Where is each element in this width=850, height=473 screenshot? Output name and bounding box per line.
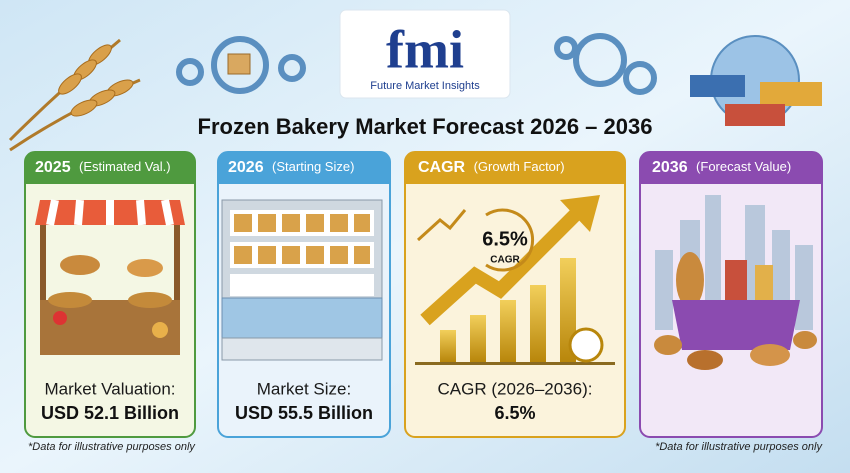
freezer-illustration — [221, 199, 383, 361]
card-label: CAGR (2026–2036): — [438, 379, 593, 398]
footnote: *Data for illustrative purposes only — [655, 441, 823, 453]
card-value: 6.5% — [494, 403, 535, 423]
card-value: USD 55.5 Billion — [235, 403, 373, 423]
logo-name: fmi — [386, 19, 464, 79]
card: 2036 (Forecast Value) — [639, 151, 823, 438]
card-heading: CAGR (Growth Factor) — [418, 159, 565, 176]
card-heading: 2036 (Forecast Value) — [652, 159, 791, 176]
logo-tagline: Future Market Insights — [370, 80, 480, 92]
card-label: Market Valuation: — [44, 379, 175, 398]
title: Frozen Bakery Market Forecast 2026 – 203… — [198, 114, 653, 139]
card-heading: 2026 (Starting Size) — [228, 159, 354, 176]
city-basket-illustration — [654, 195, 817, 370]
card-heading: 2025 (Estimated Val.) — [35, 159, 171, 176]
logo: fmi Future Market Insights — [339, 9, 511, 99]
gear-icons — [176, 33, 657, 95]
wheat-illustration — [8, 38, 141, 152]
growth-chart-illustration — [415, 195, 615, 365]
card: 2026 (Starting Size) Market Size: USD 55… — [217, 151, 391, 438]
card-label: Market Size: — [257, 379, 351, 398]
card: CAGR (Growth Factor) 6.5% CAGR CAGR (202… — [404, 151, 626, 438]
card-value: USD 52.1 Billion — [41, 403, 179, 423]
globe-illustration — [690, 35, 822, 126]
badge-label: CAGR — [490, 255, 520, 266]
card: 2025 (Estimated Val.) Market Valuation: … — [24, 151, 196, 438]
footnote: *Data for illustrative purposes only — [28, 441, 196, 453]
badge-value: 6.5% — [482, 228, 528, 250]
market-stall-illustration — [35, 199, 185, 355]
